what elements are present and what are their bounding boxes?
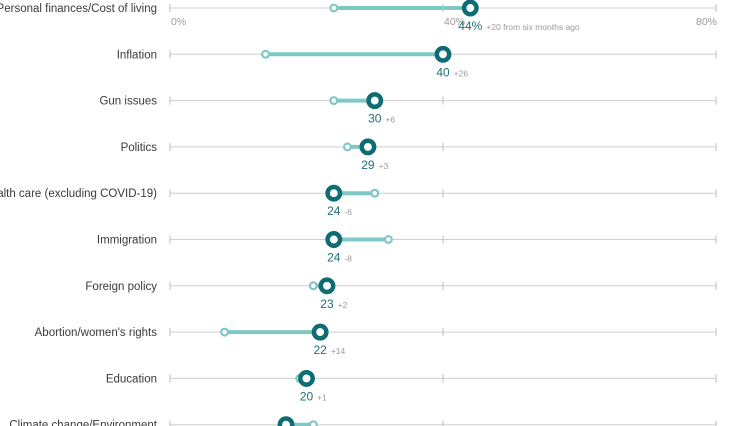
change-label: +6 [385,115,395,125]
current-value-dot [366,92,384,110]
chart-row: Inflation 40 +26 [117,45,717,79]
category-label: Inflation [117,49,157,61]
previous-value-dot [261,49,271,59]
chart-row: Politics 29 +3 [121,138,717,172]
tick-label: 0% [171,16,186,28]
change-label: +1 [317,392,327,402]
category-label: Gun issues [99,96,157,108]
chart-row: Foreign policy 23 +2 [85,277,717,311]
value-label: 29 [361,158,375,172]
chart-row: Education 20 +1 [106,369,717,403]
category-label: Foreign policy [85,281,157,293]
chart-row: Immigration 24 -8 [97,231,717,265]
value-label: 24 [327,204,341,218]
value-label: 20 [300,389,314,403]
tick-label: 80% [696,16,717,28]
category-label: Climate change/Environment [9,420,157,426]
previous-value-dot [329,96,339,106]
current-value-dot [325,184,343,202]
chart-row: Gun issues 30 +6 [99,92,717,126]
chart-rows: Personal finances/Cost of living 44% +20 f… [0,0,717,426]
current-value-dot [277,416,295,426]
axis-ticks: 0% 40% 80% [171,16,717,28]
value-label: 30 [368,112,382,126]
change-label: +14 [331,346,346,356]
change-label: -6 [344,207,352,217]
category-label: Health care (excluding COVID-19) [0,188,157,200]
value-label: 23 [320,297,334,311]
change-label: +20 from six months ago [486,22,580,32]
previous-value-dot [342,142,352,152]
current-value-dot [298,369,315,387]
previous-value-dot [329,3,339,13]
current-value-dot [359,138,377,156]
tick-label: 40% [444,16,465,28]
chart-row: Health care (excluding COVID-19) 24-6 [0,184,717,218]
previous-value-dot [308,281,318,291]
value-label: 44% [458,19,482,33]
value-label: 24 [327,251,341,265]
previous-value-dot [370,188,380,198]
chart-row: Personal finances/Cost of living 44% +20 f… [0,0,717,33]
change-label: +3 [379,161,389,171]
previous-value-dot [308,420,318,426]
current-value-dot [311,323,329,341]
previous-value-dot [220,327,230,337]
current-value-dot [325,231,343,248]
category-label: Politics [121,142,158,154]
category-label: Abortion/women's rights [35,327,158,339]
category-label: Personal finances/Cost of living [0,3,157,15]
change-label: +26 [454,68,469,78]
change-label: -8 [344,254,352,264]
current-value-dot [434,45,452,63]
category-label: Education [106,373,157,385]
chart-row: Climate change/Environment [9,416,717,426]
current-value-dot [318,277,336,295]
previous-value-dot [383,235,393,245]
category-label: Immigration [97,235,157,247]
value-label: 40 [436,65,450,79]
value-label: 22 [313,343,327,357]
current-value-dot [461,0,479,17]
change-label: +2 [338,300,348,310]
chart-row: Abortion/women's rights 22 +14 [35,323,717,357]
